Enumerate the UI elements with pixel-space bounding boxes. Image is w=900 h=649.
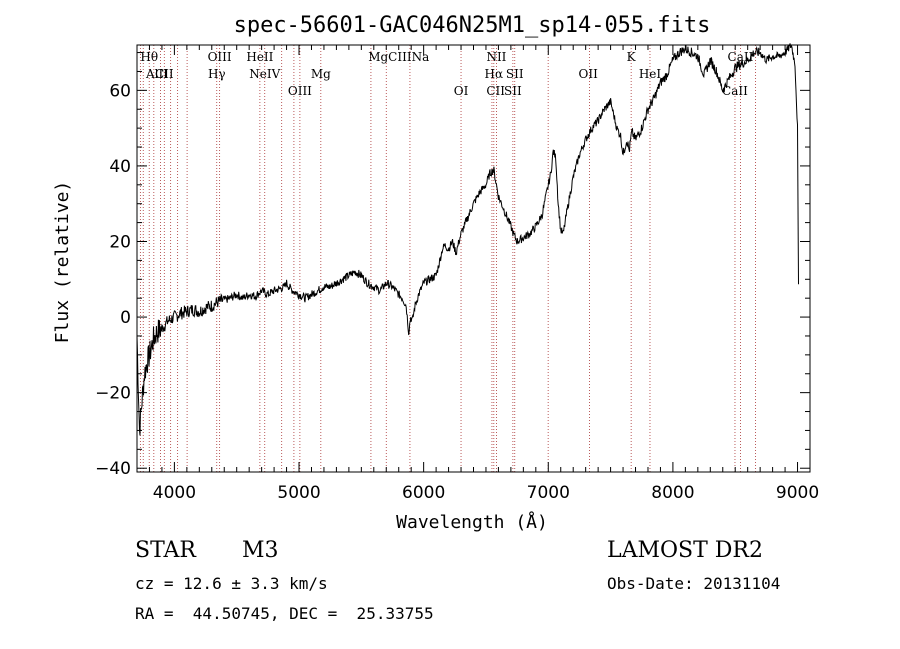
line-label-7: Mg (311, 67, 331, 81)
observation-date: Obs-Date: 20131104 (607, 574, 781, 593)
line-label-0: Hθ (140, 50, 158, 64)
line-label-20: CaII (722, 84, 748, 98)
survey-name: LAMOST DR2 (607, 538, 763, 563)
line-label-3: OIII (208, 50, 232, 64)
line-label-10: NII (486, 50, 506, 64)
x-axis-ticks: 4000 5000 6000 7000 8000 9000 (148, 45, 819, 503)
line-label-18: HeI (639, 67, 662, 81)
line-label-8: OIII (288, 84, 312, 98)
x-tick-label: 6000 (402, 483, 445, 503)
y-axis-label: Flux (relative) (52, 181, 73, 344)
x-tick-label: 4000 (153, 483, 196, 503)
x-tick-label: 8000 (651, 483, 694, 503)
line-label-11: Hα (485, 67, 504, 81)
x-tick-label: 5000 (277, 483, 320, 503)
line-label-2: CII (155, 67, 174, 81)
line-label-9: MgCIIINa (368, 50, 429, 64)
y-tick-label: 0 (120, 308, 131, 328)
line-label-14: SII (504, 84, 522, 98)
line-label-15: CII (486, 84, 505, 98)
x-tick-label: 7000 (527, 483, 570, 503)
line-label-6: NeIV (249, 67, 280, 81)
y-tick-label: 40 (109, 157, 131, 177)
line-label-17: K (627, 50, 637, 64)
spectrum-line (136, 43, 799, 436)
y-tick-label: −40 (95, 459, 131, 479)
y-tick-label: −20 (95, 384, 131, 404)
x-tick-label: 9000 (776, 483, 819, 503)
line-label-5: HeII (246, 50, 273, 64)
line-label-4: Hγ (208, 67, 226, 81)
x-axis-label: Wavelength (Å) (396, 511, 548, 533)
spectral-subclass: M3 (242, 538, 279, 563)
redshift-cz: cz = 12.6 ± 3.3 km/s (135, 574, 328, 593)
plot-frame (136, 44, 811, 473)
emission-line-markers (139, 45, 756, 472)
line-label-16: OII (578, 67, 598, 81)
line-label-19: CaII (728, 50, 754, 64)
object-type: STAR (135, 538, 196, 563)
y-tick-label: 20 (109, 232, 131, 252)
chart-title: spec-56601-GAC046N25M1_sp14-055.fits (234, 13, 711, 38)
coordinates: RA = 44.50745, DEC = 25.33755 (135, 604, 434, 623)
line-label-12: SII (506, 67, 524, 81)
line-label-1: AlII (145, 67, 168, 81)
line-label-13: OI (454, 84, 469, 98)
y-axis-ticks: −40 −20 0 20 40 60 (95, 52, 810, 479)
y-tick-label: 60 (109, 81, 131, 101)
